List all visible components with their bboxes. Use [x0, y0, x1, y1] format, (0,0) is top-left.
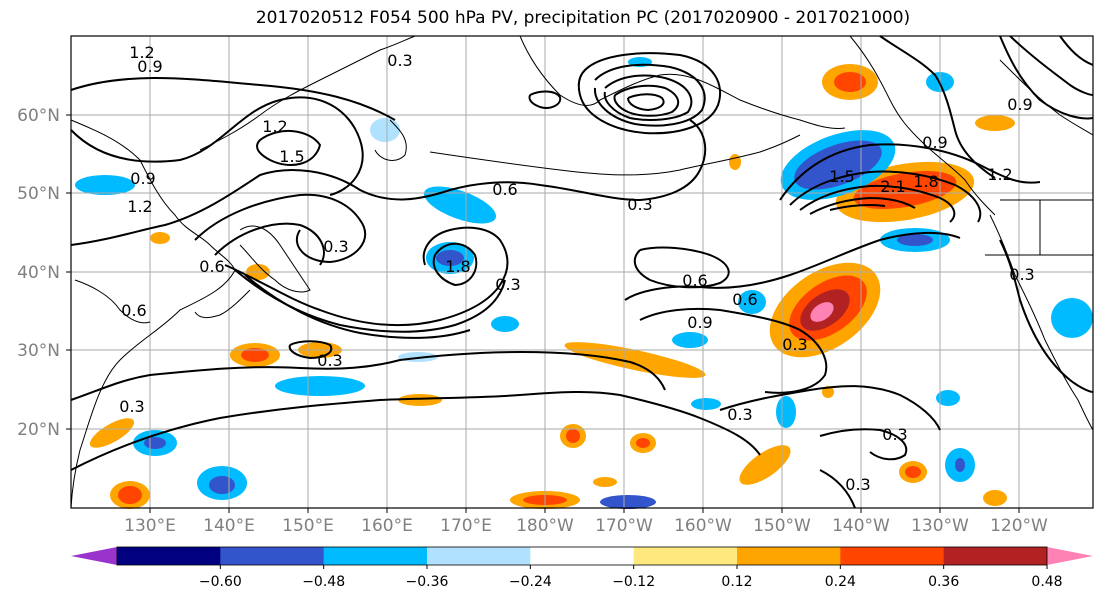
contour-label: 0.3 — [845, 475, 870, 494]
contour-label: 0.6 — [732, 290, 757, 309]
contour-labels: 1.2 0.9 0.3 1.2 1.5 0.9 1.2 0.6 0.3 0.6 … — [119, 43, 1034, 494]
lon-label: 160°E — [361, 516, 413, 536]
pv-contours — [70, 35, 1094, 509]
colorbar-segment — [427, 547, 531, 565]
colorbar-segment — [323, 547, 428, 565]
contour-label: 0.9 — [130, 169, 155, 188]
contour-label: 0.3 — [882, 425, 907, 444]
lon-label: 170°E — [440, 516, 492, 536]
contour-label: 0.6 — [682, 271, 707, 290]
lon-label: 150°E — [282, 516, 334, 536]
contour-label: 0.3 — [782, 335, 807, 354]
contour-label: 0.3 — [323, 237, 348, 256]
contour-label: 1.2 — [987, 165, 1012, 184]
colorbar-tick-label: −0.12 — [612, 574, 655, 590]
colorbar-arrow-right — [1047, 547, 1093, 565]
contour-label: 0.3 — [1009, 265, 1034, 284]
lon-label: 120°W — [990, 516, 1048, 536]
graticule — [71, 36, 1093, 508]
colorbar-segment — [840, 547, 945, 565]
contour-label: 0.9 — [137, 57, 162, 76]
longitude-labels: 130°E 140°E 150°E 160°E 170°E 180°W 170°… — [124, 516, 1048, 536]
contour-label: 1.8 — [913, 172, 938, 191]
lon-label: 170°W — [595, 516, 653, 536]
lat-label: 20°N — [17, 420, 60, 440]
colorbar: −0.60 −0.48 −0.36 −0.24 −0.12 0.12 0.24 0.36 0.4… — [71, 546, 1093, 590]
contour-label: 0.9 — [687, 313, 712, 332]
latitude-labels: 60°N 50°N 40°N 30°N 20°N — [17, 106, 60, 440]
contour-label: 1.2 — [129, 43, 154, 62]
colorbar-ticks: −0.60 −0.48 −0.36 −0.24 −0.12 0.12 0.24 0.36 0.4… — [199, 565, 1063, 590]
lon-label: 140°E — [203, 516, 255, 536]
lat-label: 50°N — [17, 184, 60, 204]
contour-label: 0.3 — [119, 397, 144, 416]
contour-label: 0.3 — [627, 195, 652, 214]
contour-label: 1.5 — [279, 147, 304, 166]
colorbar-segment — [943, 547, 1048, 565]
contour-label: 0.9 — [922, 133, 947, 152]
colorbar-tick-label: −0.36 — [406, 574, 449, 590]
colorbar-segment — [633, 547, 738, 565]
contour-label: 1.2 — [262, 117, 287, 136]
contour-label: 1.5 — [829, 167, 854, 186]
colorbar-tick-label: 0.36 — [928, 574, 959, 590]
contour-label: 0.3 — [727, 405, 752, 424]
colorbar-tick-label: 0.12 — [721, 574, 752, 590]
lon-label: 160°W — [674, 516, 732, 536]
colorbar-segment — [220, 547, 325, 565]
contour-label: 0.3 — [317, 351, 342, 370]
contour-label: 2.1 — [880, 177, 905, 196]
lat-label: 60°N — [17, 106, 60, 126]
contour-label: 1.8 — [445, 257, 470, 276]
axis-ticks — [66, 114, 1020, 513]
lon-label: 130°W — [911, 516, 969, 536]
contour-label: 0.6 — [199, 257, 224, 276]
lon-label: 130°E — [124, 516, 176, 536]
colorbar-tick-label: −0.60 — [199, 574, 242, 590]
colorbar-tick-label: −0.24 — [509, 574, 552, 590]
contour-label: 0.9 — [1007, 95, 1032, 114]
colorbar-segment — [117, 547, 221, 565]
lat-label: 40°N — [17, 263, 60, 283]
lon-label: 180°W — [516, 516, 574, 536]
colorbar-tick-label: 0.24 — [825, 574, 856, 590]
lon-label: 150°W — [753, 516, 811, 536]
colorbar-tick-label: −0.48 — [302, 574, 345, 590]
colorbar-segment — [737, 547, 841, 565]
colorbar-arrow-left — [71, 547, 117, 565]
contour-label: 0.6 — [121, 301, 146, 320]
figure-title: 2017020512 F054 500 hPa PV, precipitatio… — [255, 8, 911, 28]
contour-label: 1.2 — [127, 197, 152, 216]
contour-label: 0.3 — [495, 275, 520, 294]
colorbar-segment — [530, 547, 635, 565]
colorbar-tick-label: 0.48 — [1031, 574, 1062, 590]
contour-label: 0.3 — [387, 51, 412, 70]
colorbar-frame — [116, 546, 1048, 566]
lon-label: 140°W — [832, 516, 890, 536]
contour-label: 0.6 — [492, 180, 517, 199]
lat-label: 30°N — [17, 341, 60, 361]
